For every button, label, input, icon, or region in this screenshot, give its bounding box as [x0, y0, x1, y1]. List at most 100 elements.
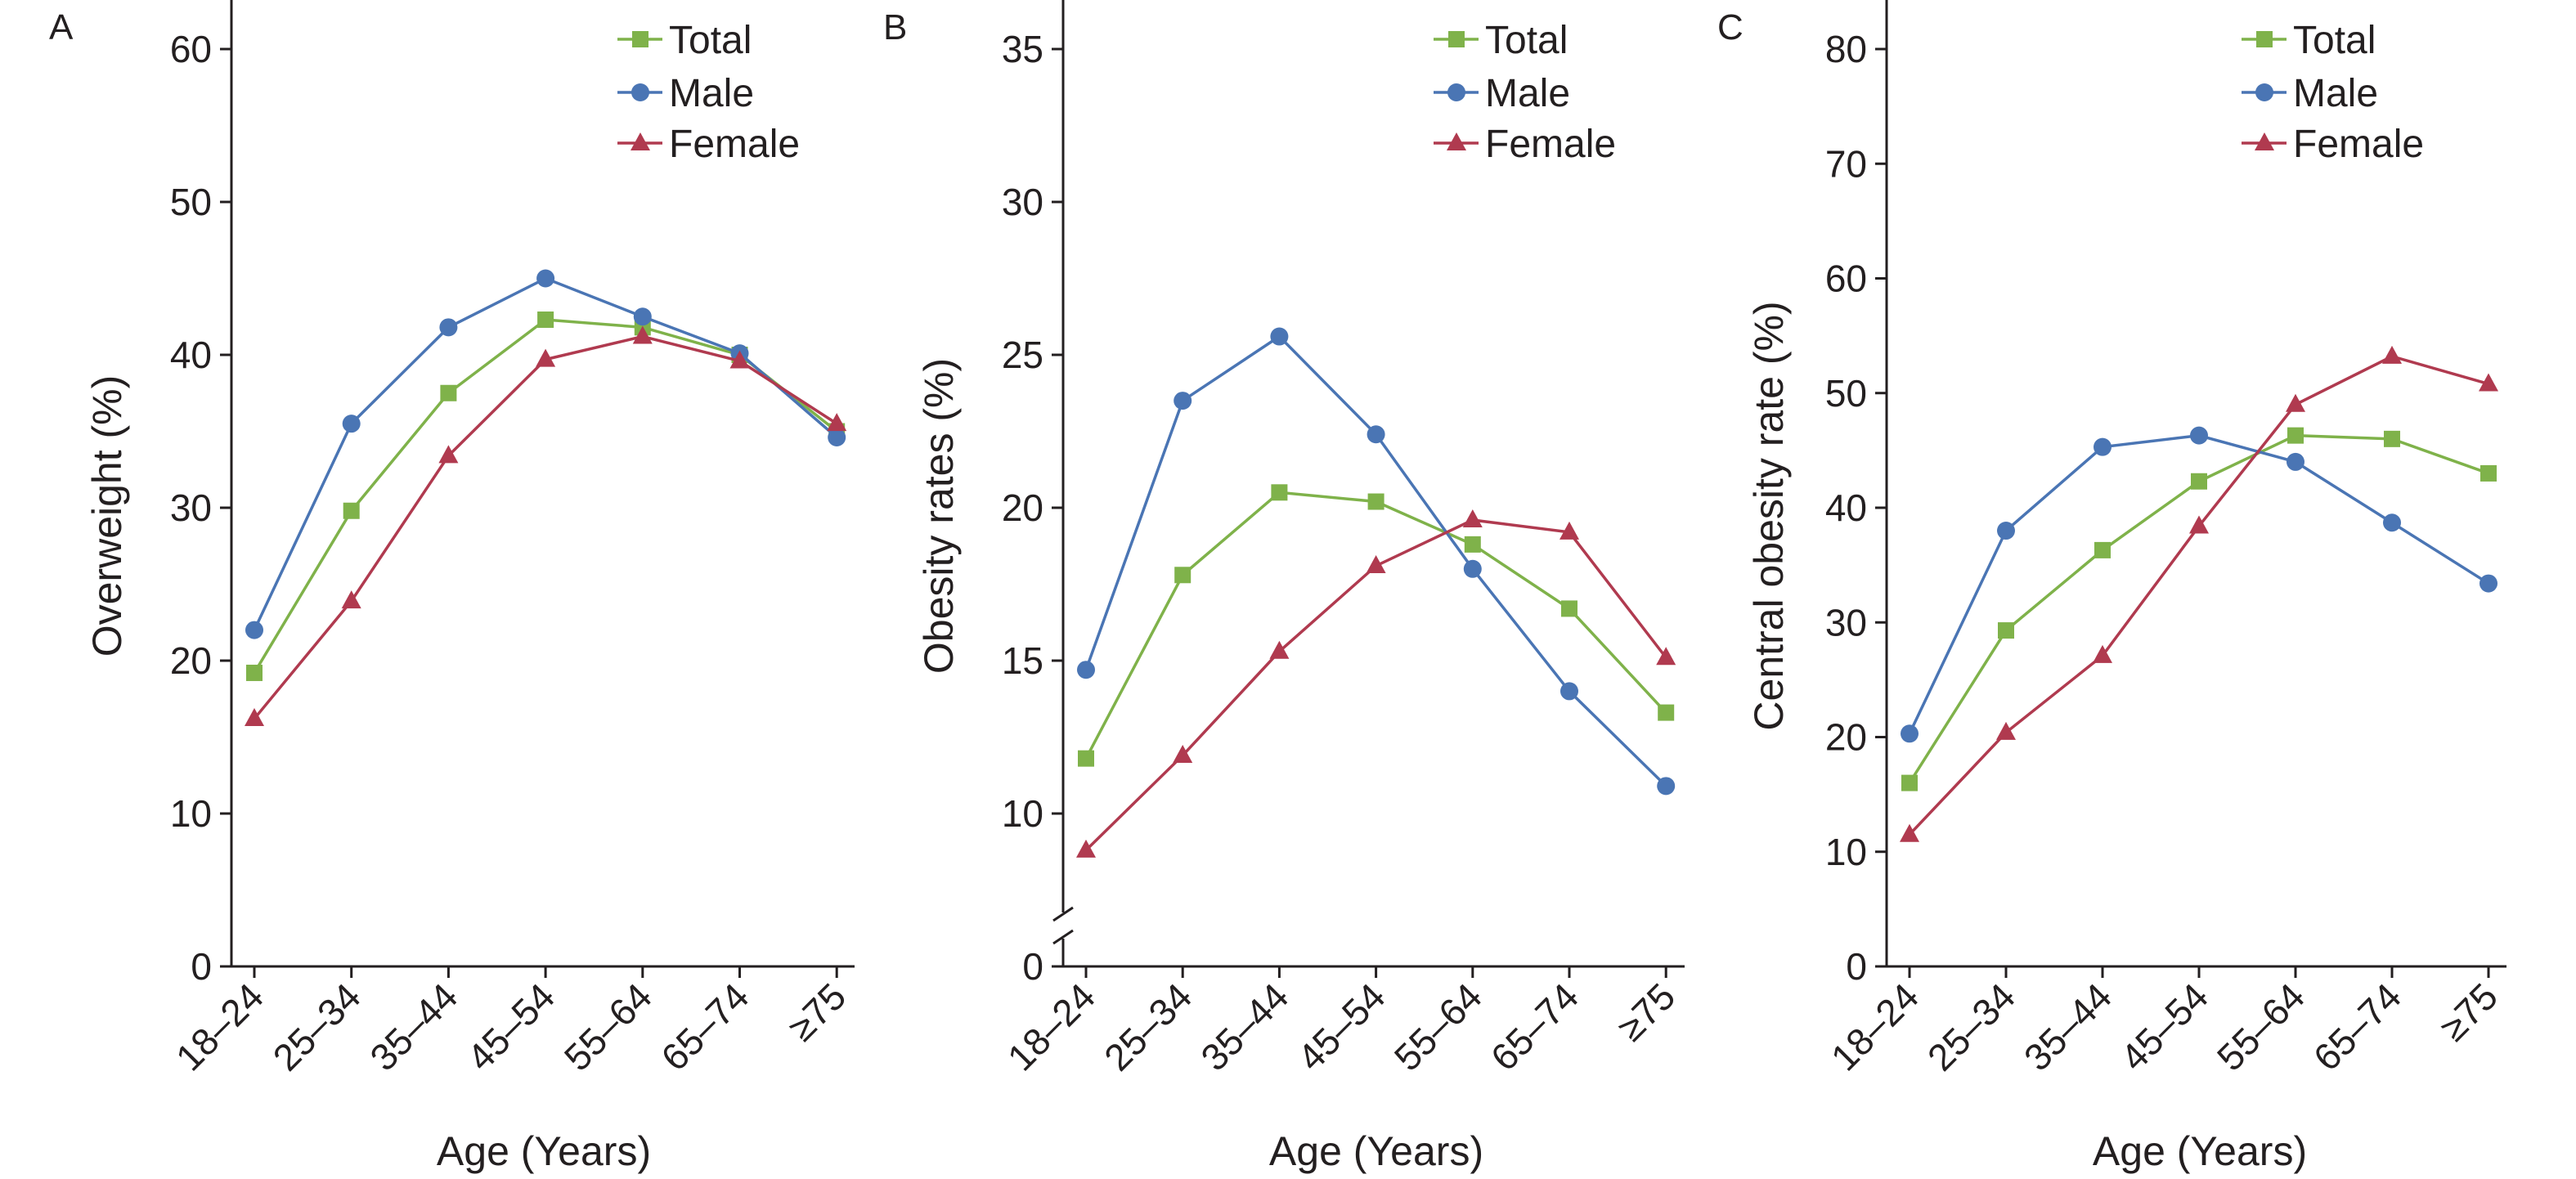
y-tick-label: 0	[1022, 945, 1043, 988]
y-tick-label: 60	[1825, 258, 1867, 300]
x-tick-label: 35–44	[2016, 975, 2120, 1078]
data-point	[2383, 513, 2401, 532]
data-point	[343, 502, 360, 519]
data-point	[2190, 426, 2208, 445]
data-point	[2093, 644, 2112, 663]
data-point	[2287, 452, 2304, 471]
series-female	[245, 325, 847, 727]
data-point	[438, 445, 459, 464]
data-point	[2382, 345, 2402, 364]
data-point	[1077, 661, 1095, 679]
x-tick-label: ≥75	[779, 975, 854, 1049]
y-tick-label: 30	[170, 486, 212, 529]
data-point	[1464, 536, 1481, 553]
legend-item-female: Female	[617, 123, 800, 166]
data-point	[2286, 393, 2305, 412]
legend-label: Total	[2293, 19, 2376, 62]
data-point	[633, 307, 652, 326]
x-tick-label: 25–34	[265, 975, 369, 1078]
panel-letter-c: C	[1717, 7, 1744, 47]
y-axis-title: Overweight (%)	[84, 375, 130, 657]
x-axis-title: Age (Years)	[2093, 1128, 2307, 1174]
data-point	[2384, 430, 2400, 447]
y-tick-label: 0	[191, 945, 212, 988]
y-tick-label: 10	[170, 792, 212, 835]
x-tick-label: 35–44	[1192, 975, 1296, 1078]
data-point	[1076, 839, 1096, 858]
data-point	[2189, 515, 2209, 534]
data-point	[1560, 521, 1579, 540]
y-tick-label: 20	[170, 639, 212, 682]
data-point	[2287, 427, 2304, 444]
legend-swatch-marker	[2256, 31, 2273, 47]
y-tick-label: 0	[1846, 945, 1867, 988]
y-tick-label: 80	[1825, 28, 1867, 70]
x-tick-label: 65–74	[2305, 975, 2409, 1078]
y-tick-label: 50	[1825, 372, 1867, 415]
data-point	[1658, 704, 1675, 721]
legend-label: Male	[1485, 72, 1570, 115]
data-point	[1997, 522, 2015, 540]
series-female	[1076, 509, 1676, 858]
panel-b: B 0 10 15 20 25 30 35 18–2425–3435–4445–5455–64…	[883, 0, 1685, 1174]
panel-c: C 0 10 20 30 40 50 60 70 80 18–2425–3435–4445–545…	[1717, 0, 2506, 1174]
series-male	[1901, 426, 2497, 743]
data-point	[537, 311, 554, 328]
data-point	[440, 384, 457, 401]
y-tick-label: 40	[1825, 486, 1867, 529]
x-tick-label: 55–64	[556, 975, 660, 1078]
legend-item-male: Male	[617, 72, 754, 115]
y-tick-label: 25	[1002, 334, 1043, 376]
data-point	[536, 348, 556, 367]
y-tick-label: 60	[170, 28, 212, 70]
data-point	[341, 590, 361, 609]
legend-swatch-marker	[2255, 132, 2274, 150]
y-tick-label: 30	[1002, 181, 1043, 223]
y-tick-label: 15	[1002, 639, 1043, 682]
data-point	[1271, 484, 1288, 501]
axis-break-mark	[1052, 929, 1074, 945]
data-point	[1560, 682, 1578, 701]
y-tick-label: 10	[1825, 831, 1867, 873]
data-point	[1174, 567, 1192, 584]
legend-item-total: Total	[617, 19, 752, 62]
data-point	[827, 413, 847, 432]
data-point	[729, 350, 750, 369]
legend-swatch-marker	[1447, 83, 1465, 101]
legend-label: Female	[2293, 123, 2424, 166]
panel-letter-a: A	[49, 7, 74, 47]
legend-label: Total	[669, 19, 752, 62]
x-tick-label: 45–54	[2112, 975, 2216, 1078]
y-tick-label: 40	[170, 334, 212, 376]
data-point	[1270, 327, 1289, 346]
data-point	[2479, 373, 2498, 392]
x-tick-label: 25–34	[1096, 975, 1200, 1078]
data-point	[1901, 774, 1918, 791]
legend-swatch-marker	[1448, 31, 1465, 47]
data-point	[2191, 473, 2207, 490]
y-tick-label: 10	[1002, 792, 1043, 835]
data-point	[1462, 509, 1483, 527]
legend-swatch-marker	[631, 83, 649, 101]
data-point	[536, 269, 555, 288]
legend-item-male: Male	[2242, 72, 2378, 115]
x-tick-label: 25–34	[1919, 975, 2023, 1078]
data-point	[1901, 724, 1919, 743]
data-point	[2094, 541, 2111, 558]
series-female	[1900, 345, 2498, 842]
x-tick-label: 55–64	[2209, 975, 2313, 1078]
panel-a: A 0 10 20 30 40 50 60 18–2425–3435–4445–5455–64…	[49, 0, 855, 1174]
data-point	[1656, 647, 1676, 666]
x-tick-label: 18–24	[999, 975, 1103, 1078]
data-point	[1366, 555, 1386, 574]
data-point	[439, 318, 458, 337]
data-point	[2480, 464, 2497, 482]
x-tick-label: 65–74	[653, 975, 756, 1078]
y-tick-label: 35	[1002, 28, 1043, 70]
data-point	[1561, 600, 1577, 617]
x-tick-label: 65–74	[1483, 975, 1586, 1078]
legend-swatch-marker	[1447, 132, 1466, 150]
data-point	[1998, 622, 2014, 639]
data-point	[632, 325, 653, 344]
x-axis-title: Age (Years)	[437, 1128, 651, 1174]
